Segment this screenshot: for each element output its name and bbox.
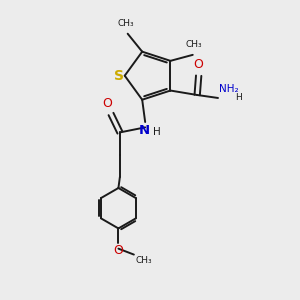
Text: NH₂: NH₂	[220, 83, 239, 94]
Text: CH₃: CH₃	[186, 40, 202, 50]
Text: H: H	[235, 93, 242, 102]
Text: H: H	[154, 128, 161, 137]
Text: O: O	[103, 98, 112, 110]
Text: S: S	[114, 69, 124, 83]
Text: O: O	[113, 244, 123, 257]
Text: CH₃: CH₃	[118, 20, 134, 28]
Text: O: O	[194, 58, 204, 71]
Text: CH₃: CH₃	[135, 256, 152, 265]
Text: N: N	[139, 124, 150, 137]
